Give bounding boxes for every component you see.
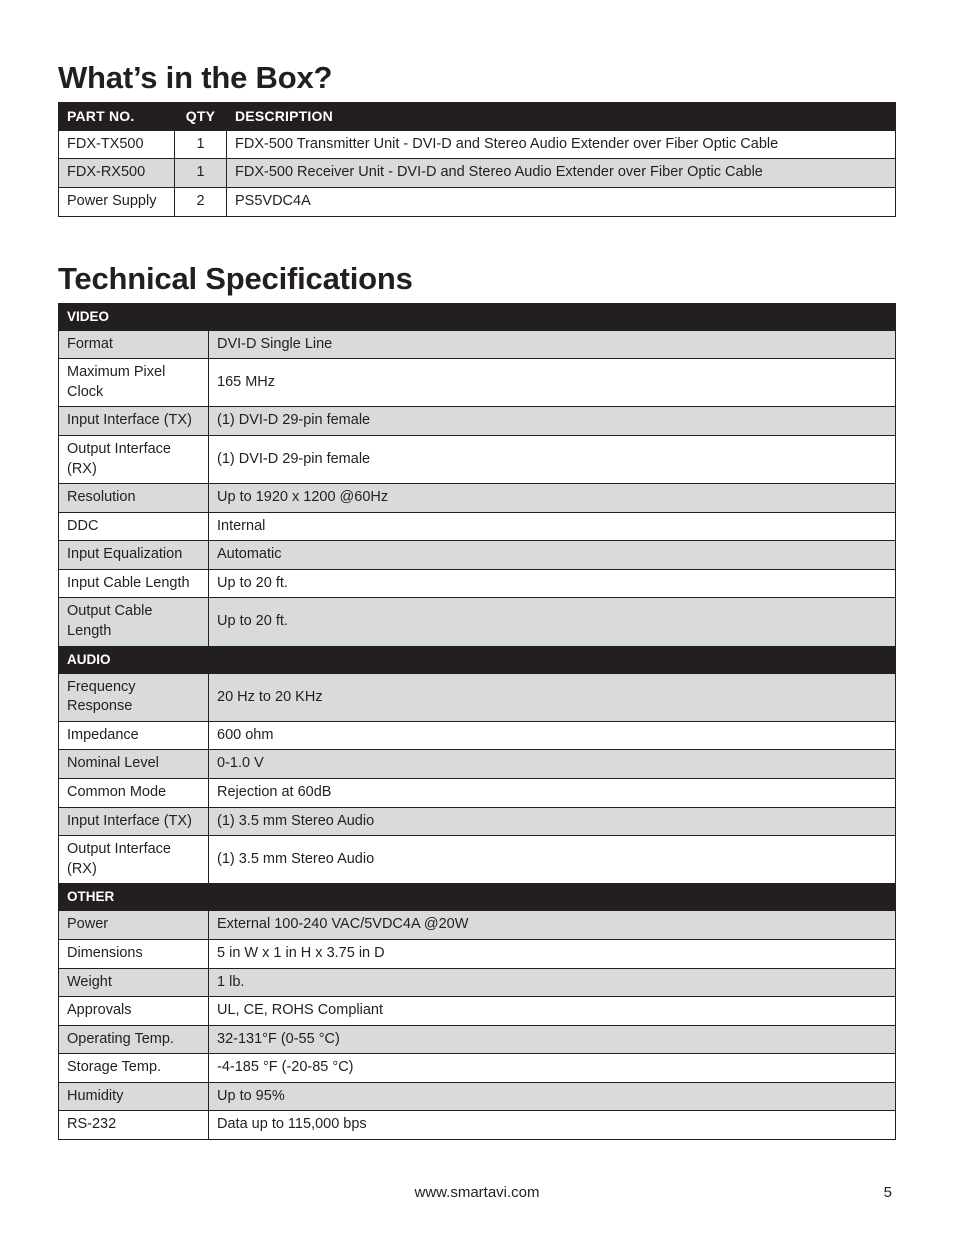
spec-value: Up to 1920 x 1200 @60Hz	[209, 484, 896, 513]
spec-label: Resolution	[59, 484, 209, 513]
spec-label: Format	[59, 330, 209, 359]
table-row: Output Interface (RX)(1) DVI-D 29-pin fe…	[59, 436, 896, 484]
spec-label: Dimensions	[59, 940, 209, 969]
spec-value: 165 MHz	[209, 359, 896, 407]
table-row: Dimensions5 in W x 1 in H x 3.75 in D	[59, 940, 896, 969]
spec-label: Input Equalization	[59, 541, 209, 570]
box-table: PART NO. QTY DESCRIPTION FDX-TX5001FDX-5…	[58, 102, 896, 217]
spec-section-title: OTHER	[59, 884, 896, 911]
spec-section-header: VIDEO	[59, 303, 896, 330]
spec-label: RS-232	[59, 1111, 209, 1140]
spec-section-header: OTHER	[59, 884, 896, 911]
table-row: ApprovalsUL, CE, ROHS Compliant	[59, 997, 896, 1026]
table-row: Impedance600 ohm	[59, 721, 896, 750]
cell-qty: 1	[175, 159, 227, 188]
specs-heading: Technical Specifications	[58, 261, 896, 297]
table-row: Common ModeRejection at 60dB	[59, 779, 896, 808]
spec-value: (1) 3.5 mm Stereo Audio	[209, 807, 896, 836]
spec-table: VIDEOFormatDVI-D Single LineMaximum Pixe…	[58, 303, 896, 1140]
spec-section-header: AUDIO	[59, 646, 896, 673]
col-qty: QTY	[175, 103, 227, 131]
spec-label: Humidity	[59, 1082, 209, 1111]
spec-value: (1) DVI-D 29-pin female	[209, 407, 896, 436]
spec-value: DVI-D Single Line	[209, 330, 896, 359]
table-row: Output Cable LengthUp to 20 ft.	[59, 598, 896, 646]
spec-value: Rejection at 60dB	[209, 779, 896, 808]
spec-value: (1) 3.5 mm Stereo Audio	[209, 836, 896, 884]
table-row: ResolutionUp to 1920 x 1200 @60Hz	[59, 484, 896, 513]
spec-value: (1) DVI-D 29-pin female	[209, 436, 896, 484]
spec-value: Up to 95%	[209, 1082, 896, 1111]
spec-label: Approvals	[59, 997, 209, 1026]
table-row: FDX-RX5001FDX-500 Receiver Unit - DVI-D …	[59, 159, 896, 188]
table-row: Maximum Pixel Clock165 MHz	[59, 359, 896, 407]
table-row: Power Supply2PS5VDC4A	[59, 188, 896, 217]
page-number: 5	[884, 1184, 892, 1201]
table-row: Input Interface (TX)(1) 3.5 mm Stereo Au…	[59, 807, 896, 836]
spec-label: Weight	[59, 968, 209, 997]
spec-value: 1 lb.	[209, 968, 896, 997]
spec-value: 5 in W x 1 in H x 3.75 in D	[209, 940, 896, 969]
footer-url: www.smartavi.com	[0, 1184, 954, 1201]
spec-value: Internal	[209, 512, 896, 541]
spec-label: Frequency Response	[59, 673, 209, 721]
col-partno: PART NO.	[59, 103, 175, 131]
cell-desc: PS5VDC4A	[227, 188, 896, 217]
spec-value: Automatic	[209, 541, 896, 570]
spec-value: Up to 20 ft.	[209, 569, 896, 598]
cell-partno: FDX-RX500	[59, 159, 175, 188]
table-row: Input Cable LengthUp to 20 ft.	[59, 569, 896, 598]
table-row: FormatDVI-D Single Line	[59, 330, 896, 359]
spec-value: External 100-240 VAC/5VDC4A @20W	[209, 911, 896, 940]
spec-label: Input Interface (TX)	[59, 407, 209, 436]
col-desc: DESCRIPTION	[227, 103, 896, 131]
table-row: Storage Temp.-4-185 °F (-20-85 °C)	[59, 1054, 896, 1083]
spec-section-title: VIDEO	[59, 303, 896, 330]
table-row: Weight1 lb.	[59, 968, 896, 997]
spec-label: Input Cable Length	[59, 569, 209, 598]
table-row: DDCInternal	[59, 512, 896, 541]
box-table-header-row: PART NO. QTY DESCRIPTION	[59, 103, 896, 131]
spec-label: DDC	[59, 512, 209, 541]
table-row: FDX-TX5001FDX-500 Transmitter Unit - DVI…	[59, 130, 896, 159]
spec-value: 600 ohm	[209, 721, 896, 750]
spec-label: Output Interface (RX)	[59, 836, 209, 884]
cell-partno: Power Supply	[59, 188, 175, 217]
spec-value: 20 Hz to 20 KHz	[209, 673, 896, 721]
cell-qty: 1	[175, 130, 227, 159]
spec-section-title: AUDIO	[59, 646, 896, 673]
spec-value: Data up to 115,000 bps	[209, 1111, 896, 1140]
table-row: Operating Temp.32-131°F (0-55 °C)	[59, 1025, 896, 1054]
table-row: RS-232Data up to 115,000 bps	[59, 1111, 896, 1140]
spec-label: Power	[59, 911, 209, 940]
spec-value: Up to 20 ft.	[209, 598, 896, 646]
table-row: Output Interface (RX)(1) 3.5 mm Stereo A…	[59, 836, 896, 884]
spec-label: Operating Temp.	[59, 1025, 209, 1054]
spec-label: Input Interface (TX)	[59, 807, 209, 836]
table-row: PowerExternal 100-240 VAC/5VDC4A @20W	[59, 911, 896, 940]
table-row: HumidityUp to 95%	[59, 1082, 896, 1111]
spec-label: Impedance	[59, 721, 209, 750]
table-row: Input EqualizationAutomatic	[59, 541, 896, 570]
cell-qty: 2	[175, 188, 227, 217]
table-row: Frequency Response20 Hz to 20 KHz	[59, 673, 896, 721]
table-row: Input Interface (TX)(1) DVI-D 29-pin fem…	[59, 407, 896, 436]
spec-label: Common Mode	[59, 779, 209, 808]
spec-value: 0-1.0 V	[209, 750, 896, 779]
spec-label: Maximum Pixel Clock	[59, 359, 209, 407]
spec-label: Output Interface (RX)	[59, 436, 209, 484]
cell-desc: FDX-500 Transmitter Unit - DVI-D and Ste…	[227, 130, 896, 159]
box-heading: What’s in the Box?	[58, 60, 896, 96]
cell-partno: FDX-TX500	[59, 130, 175, 159]
spec-label: Storage Temp.	[59, 1054, 209, 1083]
cell-desc: FDX-500 Receiver Unit - DVI-D and Stereo…	[227, 159, 896, 188]
spec-value: -4-185 °F (-20-85 °C)	[209, 1054, 896, 1083]
spec-label: Output Cable Length	[59, 598, 209, 646]
spec-label: Nominal Level	[59, 750, 209, 779]
table-row: Nominal Level0-1.0 V	[59, 750, 896, 779]
spec-value: UL, CE, ROHS Compliant	[209, 997, 896, 1026]
spec-value: 32-131°F (0-55 °C)	[209, 1025, 896, 1054]
